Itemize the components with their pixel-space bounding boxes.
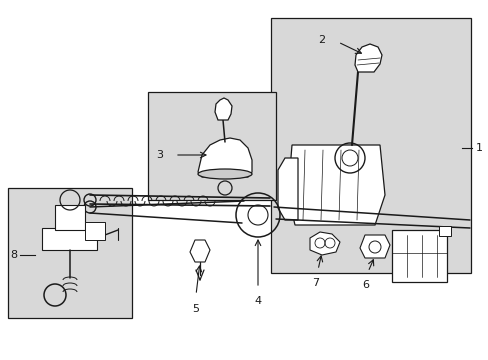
Polygon shape: [359, 235, 389, 258]
Polygon shape: [354, 44, 381, 72]
Polygon shape: [190, 240, 209, 262]
Polygon shape: [198, 138, 251, 177]
Bar: [55, 205, 85, 230]
Polygon shape: [309, 232, 339, 255]
Polygon shape: [287, 145, 384, 225]
Text: 2: 2: [318, 35, 325, 45]
Text: 8: 8: [10, 250, 18, 260]
Text: 6: 6: [362, 280, 369, 290]
Bar: [42, 228, 97, 250]
Bar: [438, 226, 450, 236]
Text: 3: 3: [156, 150, 163, 160]
Polygon shape: [278, 158, 297, 220]
Text: 1: 1: [475, 143, 482, 153]
Text: 7: 7: [312, 278, 319, 288]
Bar: [85, 222, 105, 240]
Bar: [148, 92, 275, 200]
Text: 4: 4: [254, 296, 261, 306]
Bar: [8, 188, 132, 318]
Bar: [270, 18, 470, 273]
Ellipse shape: [198, 169, 251, 179]
Polygon shape: [215, 98, 231, 120]
Bar: [391, 230, 446, 282]
Text: 5: 5: [192, 304, 199, 314]
